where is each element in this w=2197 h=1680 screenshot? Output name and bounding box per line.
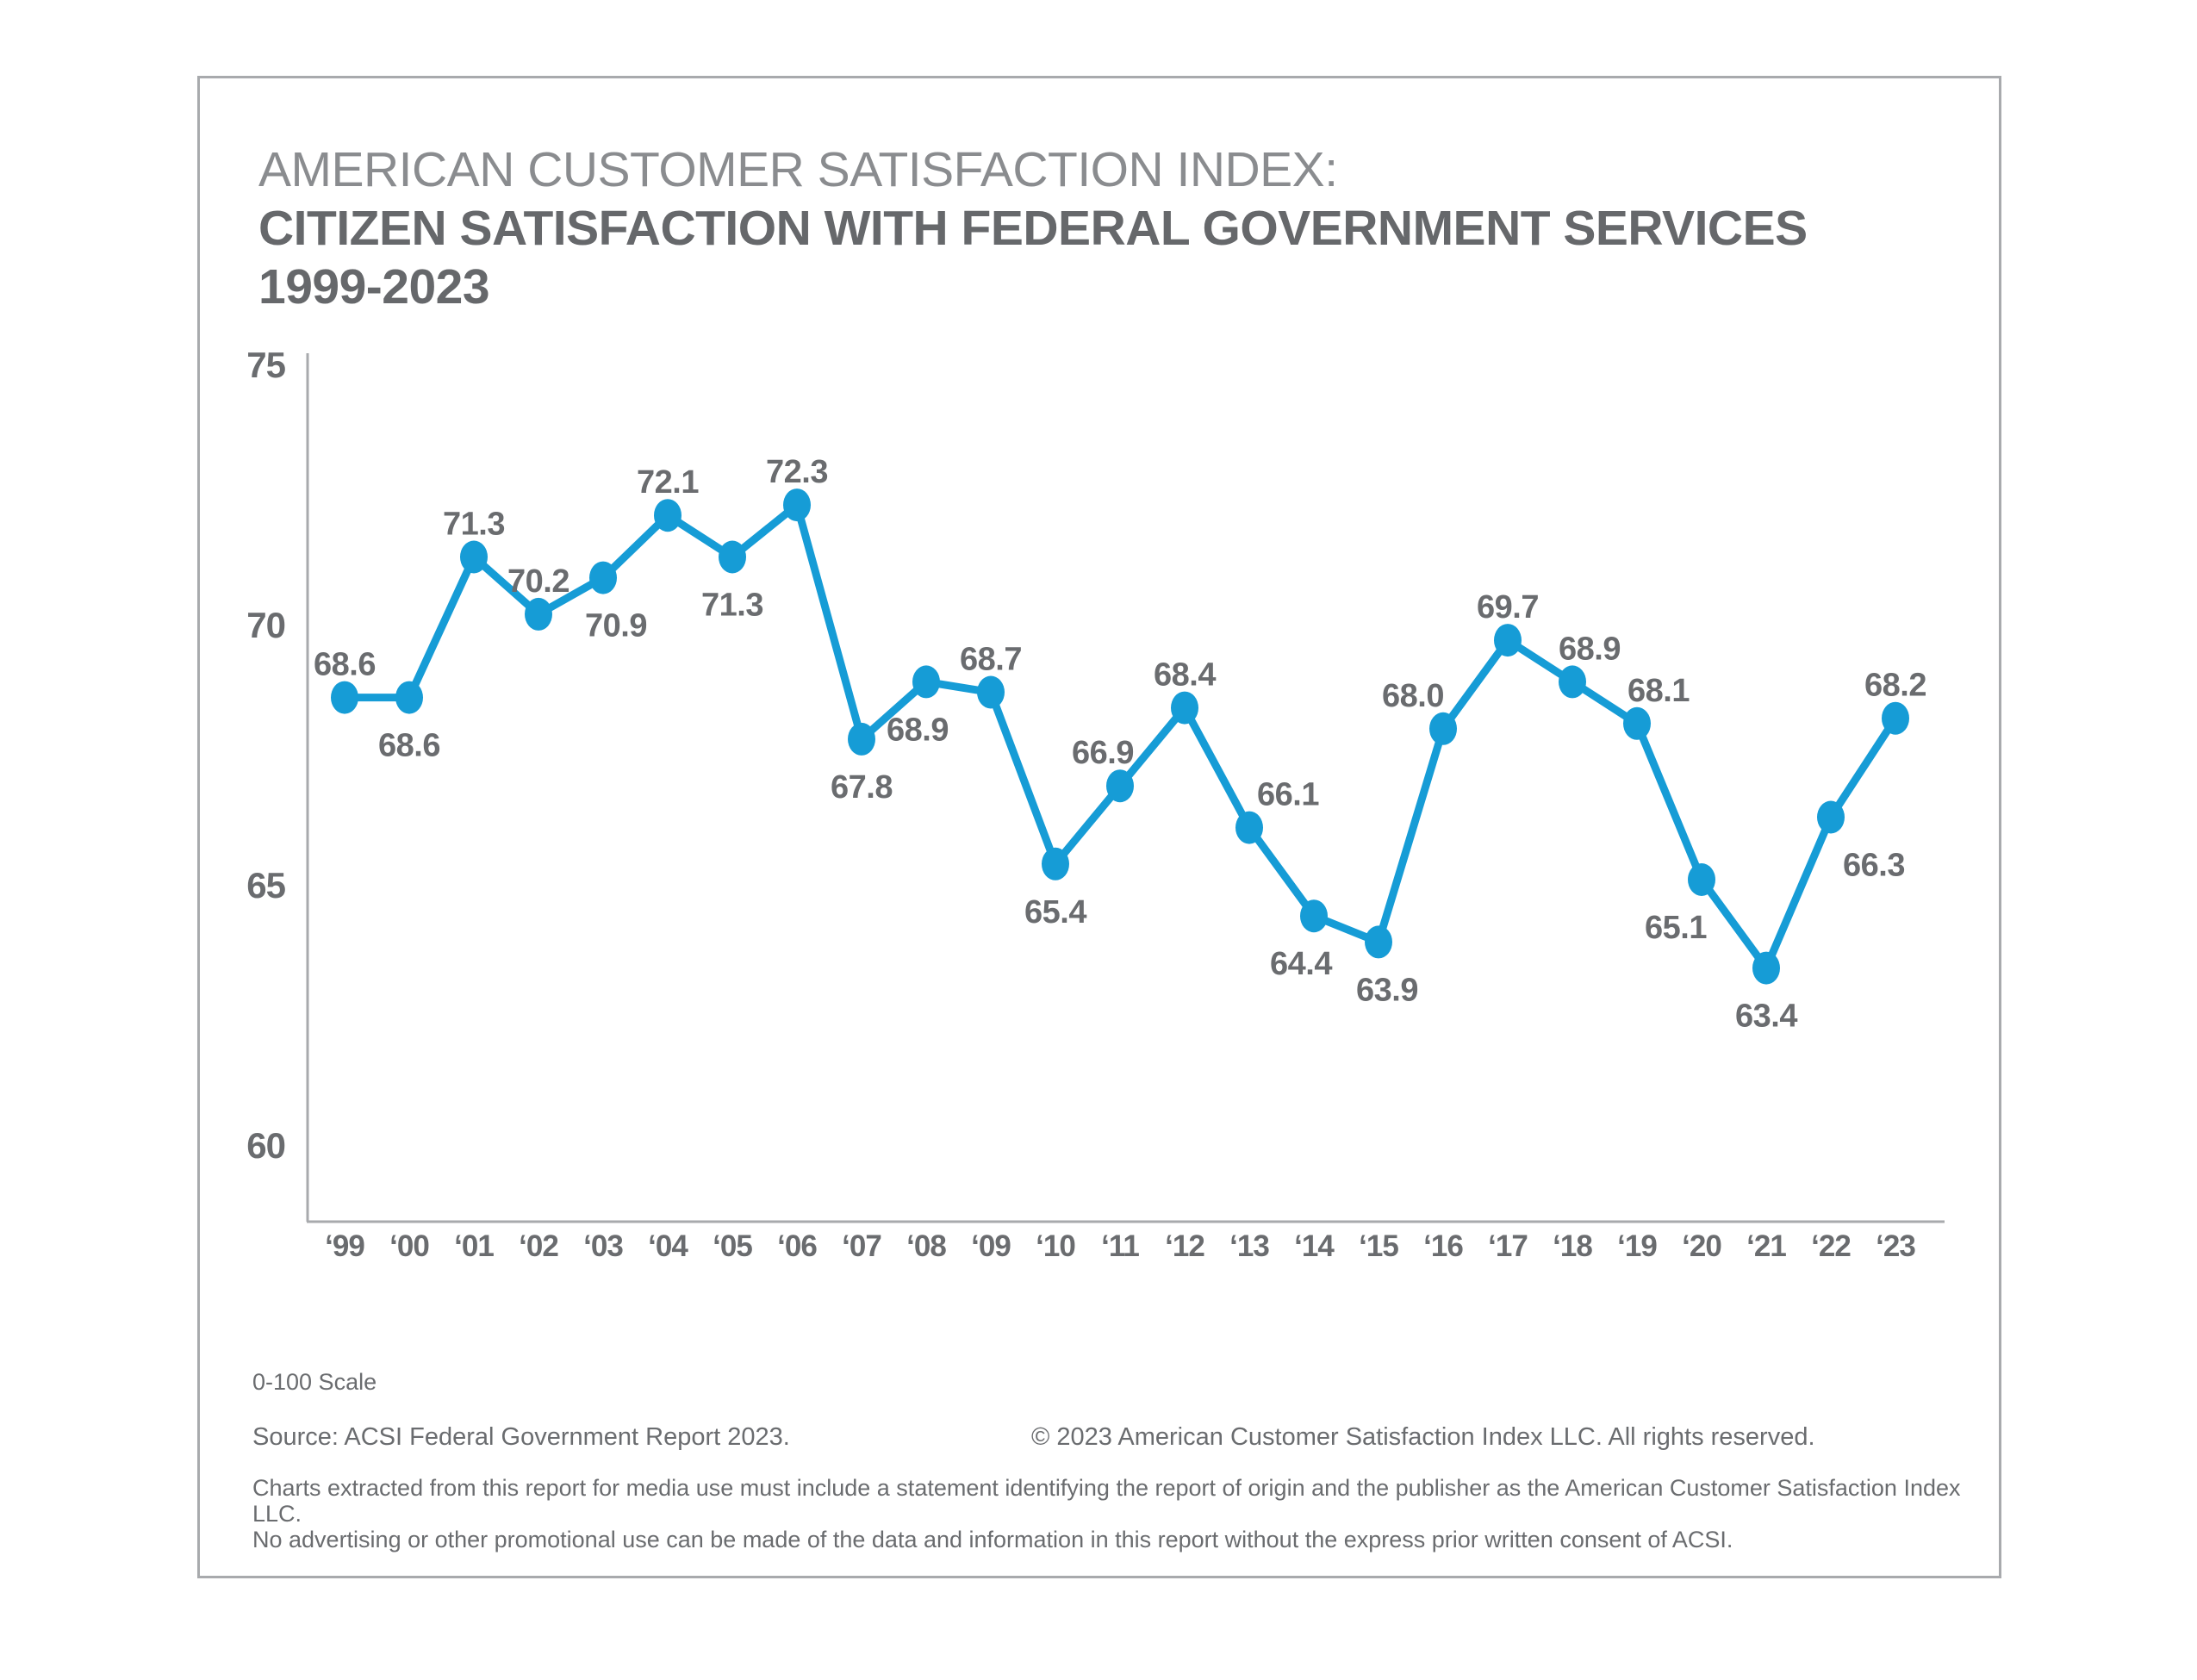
data-point-label: 63.9 [1356,972,1418,1008]
data-point [1429,712,1457,745]
y-tick-label: 75 [246,345,285,385]
data-point [654,499,682,532]
x-tick-label: ‘13 [1229,1229,1269,1263]
data-point [395,681,423,714]
x-tick-label: ‘03 [583,1229,623,1263]
data-point-label: 68.4 [1154,657,1216,694]
title-line-1: AMERICAN CUSTOMER SATISFACTION INDEX: [258,142,1338,197]
x-tick-label: ‘23 [1876,1229,1915,1263]
x-tick-label: ‘10 [1036,1229,1075,1263]
data-point [977,675,1005,709]
title-line-3: 1999-2023 [258,259,490,314]
data-point [1623,706,1651,740]
data-point-label: 72.3 [766,454,828,490]
data-point [1042,847,1069,880]
legal-text: Charts extracted from this report for me… [252,1475,1984,1552]
x-tick-label: ‘21 [1746,1229,1786,1263]
data-point-label: 69.7 [1477,589,1539,625]
x-tick-label: ‘08 [906,1229,946,1263]
data-point-label: 66.3 [1843,848,1905,884]
y-tick-label: 70 [246,605,285,645]
copyright-text: © 2023 American Customer Satisfaction In… [1031,1423,1815,1451]
data-point [525,597,552,631]
legal-line-1: Charts extracted from this report for me… [252,1475,1961,1527]
data-point-label: 63.4 [1735,999,1797,1035]
data-point [719,540,746,574]
data-point-label: 68.6 [378,728,440,764]
x-tick-label: ‘17 [1488,1229,1528,1263]
data-point-label: 64.4 [1270,946,1332,982]
source-text: Source: ACSI Federal Government Report 2… [252,1423,790,1451]
chart-title: AMERICAN CUSTOMER SATISFACTION INDEX: CI… [258,140,1808,316]
data-point [1235,811,1263,844]
x-tick-label: ‘06 [777,1229,817,1263]
y-tick-label: 65 [246,865,285,905]
data-point [589,561,617,594]
data-point [1106,769,1134,803]
x-tick-label: ‘07 [842,1229,881,1263]
data-point [331,681,358,714]
x-tick-label: ‘12 [1165,1229,1204,1263]
source-row: Source: ACSI Federal Government Report 2… [252,1423,1976,1452]
data-point [1559,665,1586,699]
chart-frame [197,76,2001,1578]
data-point-label: 71.3 [701,588,763,624]
x-tick-label: ‘99 [325,1229,364,1263]
data-point [1300,899,1328,933]
x-tick-label: ‘19 [1617,1229,1657,1263]
data-point [848,722,875,756]
data-point [1882,701,1909,735]
x-tick-label: ‘02 [519,1229,558,1263]
data-point-label: 66.1 [1257,777,1319,813]
data-point-label: 65.1 [1645,910,1707,946]
x-tick-label: ‘20 [1682,1229,1721,1263]
x-tick-label: ‘05 [713,1229,752,1263]
data-point-label: 68.7 [960,642,1022,678]
data-point-label: 68.9 [887,712,949,748]
x-tick-label: ‘09 [971,1229,1011,1263]
x-tick-label: ‘01 [454,1229,494,1263]
data-point-label: 68.6 [314,647,376,683]
data-point [1817,800,1845,834]
data-point-label: 70.9 [585,608,647,644]
data-point-label: 70.2 [507,563,569,600]
data-point-label: 68.1 [1628,673,1690,709]
x-tick-label: ‘04 [648,1229,688,1263]
data-point-label: 65.4 [1024,894,1086,930]
data-point [460,540,488,574]
x-tick-label: ‘00 [389,1229,429,1263]
y-tick-label: 60 [246,1125,285,1166]
x-tick-label: ‘14 [1294,1229,1335,1263]
title-line-2: CITIZEN SATISFACTION WITH FEDERAL GOVERN… [258,201,1808,256]
data-point [1365,925,1392,959]
data-point [1494,624,1522,657]
scale-note: 0-100 Scale [252,1369,377,1395]
data-point [1752,951,1780,985]
x-tick-label: ‘11 [1101,1229,1139,1263]
data-point [1688,863,1715,896]
data-point [783,488,811,522]
x-tick-label: ‘22 [1811,1229,1851,1263]
data-point-label: 71.3 [443,507,505,543]
legal-line-2: No advertising or other promotional use … [252,1527,1733,1552]
data-point-label: 68.2 [1864,668,1926,704]
data-point-label: 67.8 [831,769,893,806]
x-tick-label: ‘16 [1423,1229,1463,1263]
x-tick-label: ‘15 [1359,1229,1398,1263]
data-point [912,665,940,699]
data-point-label: 72.1 [637,464,699,501]
data-point-label: 68.0 [1382,678,1444,714]
data-point-label: 66.9 [1072,735,1134,771]
data-point-label: 68.9 [1559,631,1621,667]
x-tick-label: ‘18 [1553,1229,1592,1263]
data-point [1171,691,1198,725]
